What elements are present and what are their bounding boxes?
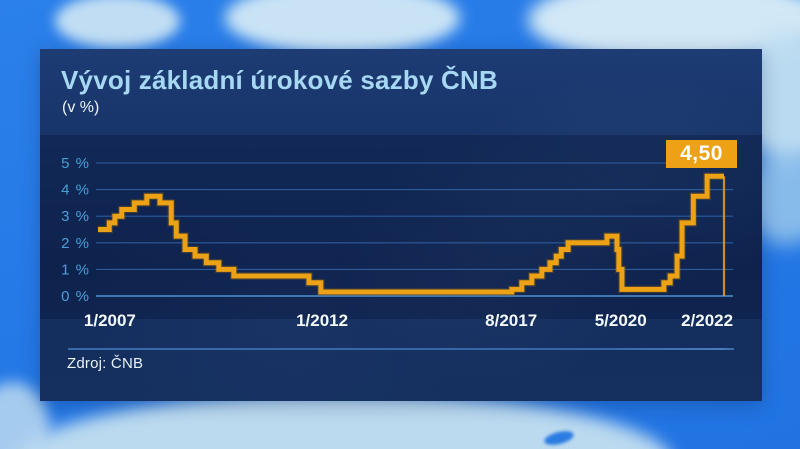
y-tick-label: 0 %	[61, 288, 90, 305]
map-landmass-norway	[55, 0, 180, 48]
chart-title: Vývoj základní úrokové sazby ČNB	[61, 65, 498, 95]
x-tick-label: 8/2017	[485, 311, 537, 330]
x-tick-label: 1/2012	[296, 311, 348, 330]
y-tick-label: 3 %	[61, 208, 90, 225]
y-tick-label: 4 %	[61, 182, 90, 199]
current-rate-badge: 4,50	[666, 140, 737, 168]
map-landmass-scandinavia	[225, 0, 460, 54]
rate-line-shadow	[98, 172, 724, 296]
x-tick-label: 2/2022	[681, 311, 733, 330]
x-tick-label: 1/2007	[84, 311, 136, 330]
source-label: Zdroj: ČNB	[67, 355, 144, 372]
y-tick-label: 5 %	[61, 155, 90, 172]
rate-line	[98, 173, 724, 295]
chart-unit-label: (v %)	[62, 99, 100, 116]
chart-plot-band	[40, 135, 762, 319]
x-tick-label: 5/2020	[595, 311, 647, 330]
footer-divider	[68, 348, 734, 350]
chart-card: Vývoj základní úrokové sazby ČNB (v %) 0…	[40, 49, 762, 401]
y-tick-label: 2 %	[61, 235, 90, 252]
y-tick-label: 1 %	[61, 261, 90, 278]
